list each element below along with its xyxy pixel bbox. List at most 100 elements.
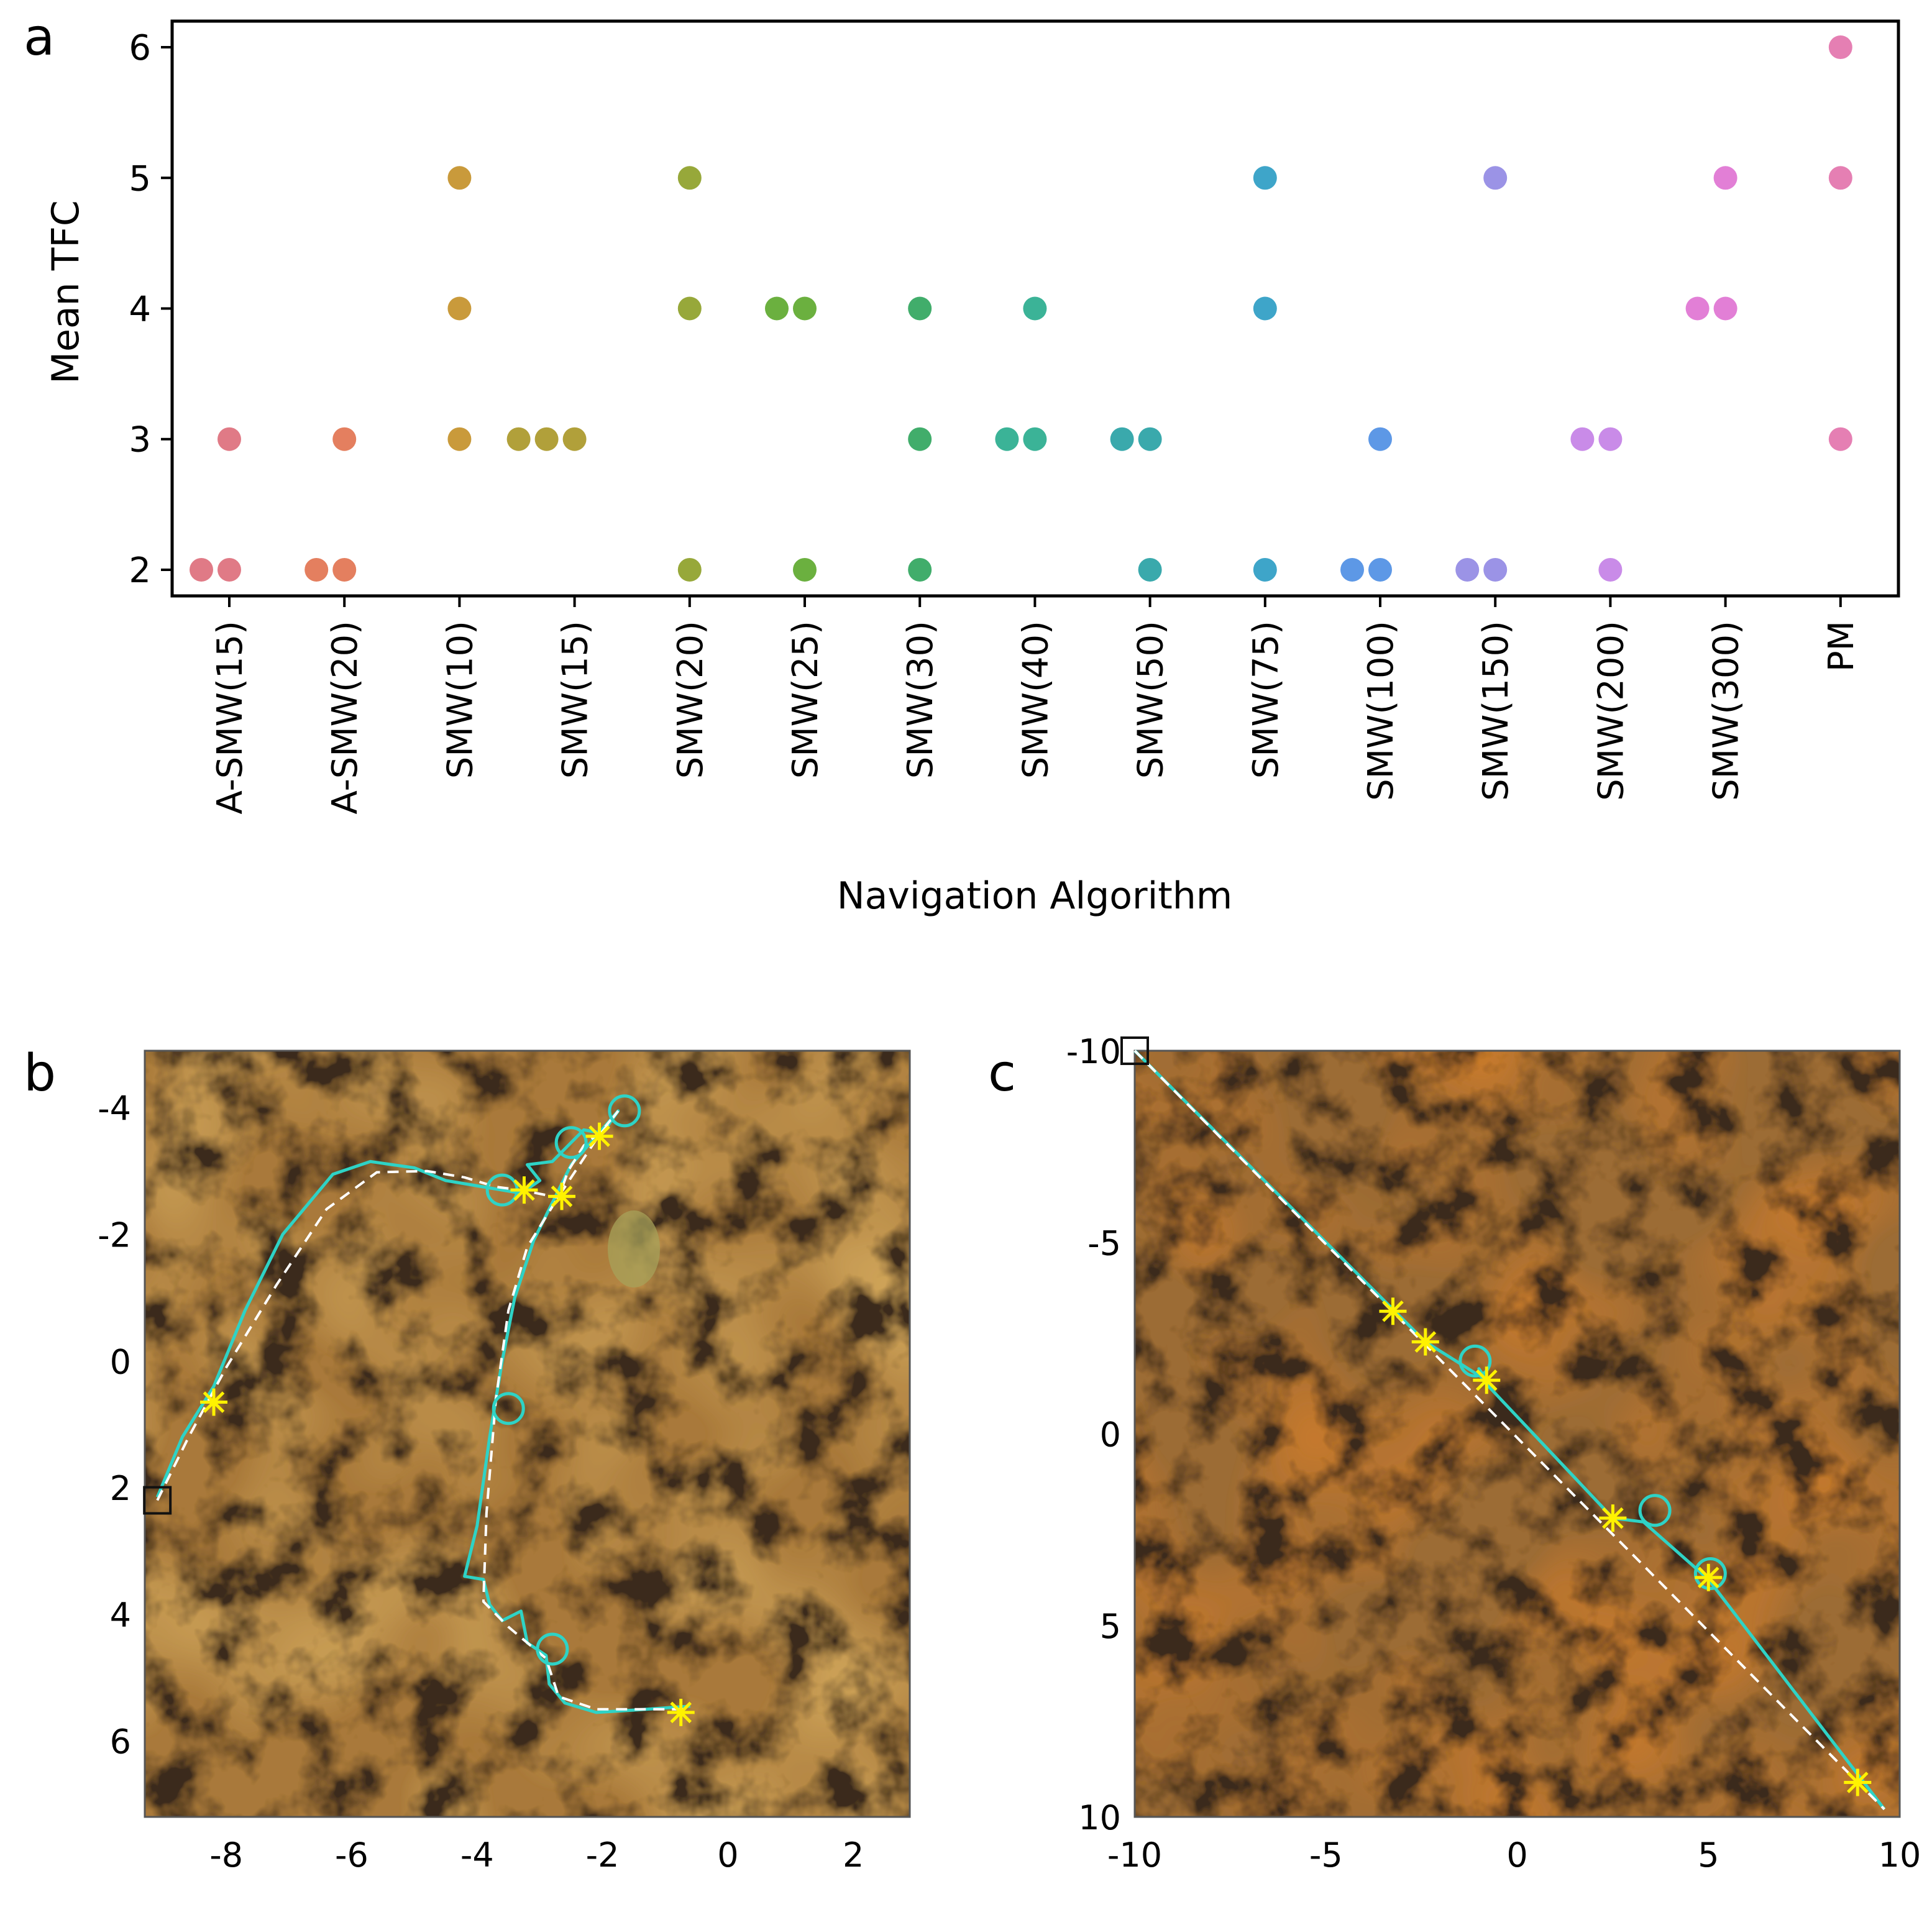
a-xtick-label-smw-10: SMW(10) bbox=[440, 621, 480, 779]
point-smw-20-2-1 bbox=[677, 557, 702, 582]
point-smw-50-2-1 bbox=[1138, 557, 1162, 582]
a-xtick-label-pm: PM bbox=[1821, 621, 1862, 672]
point-smw-10-5-1 bbox=[447, 166, 472, 190]
c-star-4-stroke-4 bbox=[1602, 1507, 1624, 1529]
a-xtick-label-a-smw-20: A-SMW(20) bbox=[325, 621, 365, 814]
c-star-1-stroke-4 bbox=[1382, 1300, 1404, 1322]
panel-b-y-ticks: -4 -2 0 2 4 6 bbox=[98, 1089, 131, 1762]
c-ytick-label-10: 10 bbox=[1078, 1798, 1121, 1837]
panel-a-y-axis-label: Mean TFC bbox=[44, 200, 88, 384]
point-smw-40-3-1 bbox=[995, 427, 1019, 451]
b-ytick-label-2: 2 bbox=[110, 1469, 131, 1508]
point-smw-150-2-2 bbox=[1483, 557, 1508, 582]
b-start-square bbox=[143, 1486, 172, 1515]
panel-b-terrain-image bbox=[145, 1051, 910, 1817]
b-xtick-label--2: -2 bbox=[586, 1836, 620, 1875]
point-smw-10-3-1 bbox=[447, 427, 472, 451]
point-smw-75-4-1 bbox=[1253, 296, 1277, 321]
b-xtick-label--8: -8 bbox=[209, 1836, 243, 1875]
point-a-smw-20-3-1 bbox=[332, 427, 357, 451]
a-ytick-label-3: 3 bbox=[129, 420, 151, 460]
point-smw-200-3-2 bbox=[1598, 427, 1623, 451]
c-ytick-label-5: 5 bbox=[1100, 1607, 1121, 1646]
c-circle-marker-1 bbox=[1458, 1344, 1492, 1378]
point-smw-100-2-2 bbox=[1368, 557, 1392, 582]
c-star-marker-1 bbox=[1379, 1297, 1407, 1325]
point-pm-3-1 bbox=[1828, 427, 1852, 451]
c-xtick-label-5: 5 bbox=[1698, 1836, 1719, 1875]
c-star-3-stroke-4 bbox=[1475, 1369, 1498, 1391]
point-smw-100-3-1 bbox=[1368, 427, 1392, 451]
point-smw-30-3-1 bbox=[908, 427, 932, 451]
c-star-marker-3 bbox=[1473, 1366, 1501, 1394]
a-ytick-label-6: 6 bbox=[129, 28, 151, 68]
point-smw-30-4-1 bbox=[908, 296, 932, 321]
a-xtick-label-smw-200: SMW(200) bbox=[1591, 621, 1631, 801]
b-star-4-stroke-4 bbox=[588, 1125, 610, 1147]
b-ytick-label-0: 0 bbox=[110, 1342, 131, 1381]
b-star-1-stroke-4 bbox=[203, 1391, 225, 1413]
panel-c-y-ticks: -10 -5 0 5 10 bbox=[1066, 1032, 1121, 1837]
panel-b-vegetation-patch bbox=[608, 1210, 660, 1287]
b-star-3-stroke-4 bbox=[551, 1186, 573, 1207]
b-xtick-label-2: 2 bbox=[843, 1836, 864, 1875]
c-ytick-label-0: 0 bbox=[1100, 1415, 1121, 1455]
panel-b-map: -8 -6 -4 -2 0 2 -4 -2 0 2 4 6 bbox=[98, 1050, 911, 1875]
point-smw-25-4-2 bbox=[793, 296, 817, 321]
point-smw-300-4-1 bbox=[1685, 296, 1710, 321]
point-a-smw-15-2-1 bbox=[190, 557, 213, 582]
panel-b-paths bbox=[143, 1094, 695, 1726]
b-ytick-label--4: -4 bbox=[98, 1089, 131, 1128]
a-xtick-label-smw-40: SMW(40) bbox=[1015, 621, 1056, 779]
b-circle-marker-3 bbox=[608, 1094, 641, 1128]
point-smw-200-2-1 bbox=[1598, 557, 1623, 582]
panel-a-y-ticks: 2 3 4 5 6 bbox=[129, 28, 172, 591]
point-pm-5-1 bbox=[1828, 166, 1852, 190]
c-reference-path bbox=[1133, 1050, 1885, 1811]
b-xtick-label--6: -6 bbox=[335, 1836, 369, 1875]
a-xtick-label-smw-300: SMW(300) bbox=[1706, 621, 1747, 801]
point-smw-150-5-1 bbox=[1483, 166, 1508, 190]
b-star-marker-2 bbox=[510, 1176, 538, 1204]
c-xtick-label--5: -5 bbox=[1309, 1836, 1343, 1875]
panel-b-x-ticks: -8 -6 -4 -2 0 2 bbox=[209, 1836, 864, 1875]
b-ytick-label-4: 4 bbox=[110, 1596, 131, 1635]
point-a-smw-15-3-1 bbox=[217, 427, 241, 451]
panel-c-frame bbox=[1133, 1050, 1901, 1818]
panel-c-map: -10 -5 0 5 10 -10 -5 0 5 10 bbox=[1066, 1032, 1921, 1875]
c-xtick-label-10: 10 bbox=[1879, 1836, 1921, 1875]
c-ytick-label--10: -10 bbox=[1066, 1032, 1121, 1071]
point-smw-150-2-1 bbox=[1455, 557, 1480, 582]
a-xtick-label-smw-30: SMW(30) bbox=[900, 621, 941, 779]
a-xtick-label-smw-50: SMW(50) bbox=[1131, 621, 1171, 779]
point-smw-15-3-1 bbox=[506, 427, 531, 451]
c-star-marker-6 bbox=[1844, 1768, 1872, 1796]
c-circle-marker-3 bbox=[1693, 1557, 1727, 1591]
point-smw-100-2-1 bbox=[1340, 557, 1364, 582]
b-circle-marker-4 bbox=[492, 1392, 525, 1425]
point-smw-15-3-2 bbox=[534, 427, 559, 451]
point-smw-75-2-1 bbox=[1253, 557, 1277, 582]
point-smw-20-5-1 bbox=[677, 166, 702, 190]
c-star-2-stroke-4 bbox=[1414, 1331, 1437, 1353]
c-start-square bbox=[1120, 1036, 1149, 1065]
point-smw-10-4-1 bbox=[447, 296, 472, 321]
b-circle-marker-2 bbox=[554, 1126, 588, 1159]
panel-c-paths bbox=[1120, 1036, 1886, 1811]
a-xtick-label-smw-15: SMW(15) bbox=[556, 621, 596, 779]
a-xtick-label-smw-100: SMW(100) bbox=[1361, 621, 1401, 801]
point-smw-20-4-1 bbox=[677, 296, 702, 321]
c-xtick-label-0: 0 bbox=[1506, 1836, 1527, 1875]
c-circle-marker-2 bbox=[1638, 1494, 1672, 1527]
panel-c-x-ticks: -10 -5 0 5 10 bbox=[1107, 1836, 1921, 1875]
b-reference-path bbox=[156, 1110, 684, 1711]
b-xtick-label--4: -4 bbox=[460, 1836, 494, 1875]
a-xtick-label-smw-75: SMW(75) bbox=[1246, 621, 1286, 779]
c-ytick-label--5: -5 bbox=[1087, 1223, 1121, 1263]
point-smw-50-3-1 bbox=[1110, 427, 1134, 451]
c-star-5-stroke-4 bbox=[1697, 1566, 1719, 1589]
b-xtick-label-0: 0 bbox=[717, 1836, 738, 1875]
b-ytick-label--2: -2 bbox=[98, 1216, 131, 1255]
a-ytick-label-2: 2 bbox=[129, 551, 151, 591]
